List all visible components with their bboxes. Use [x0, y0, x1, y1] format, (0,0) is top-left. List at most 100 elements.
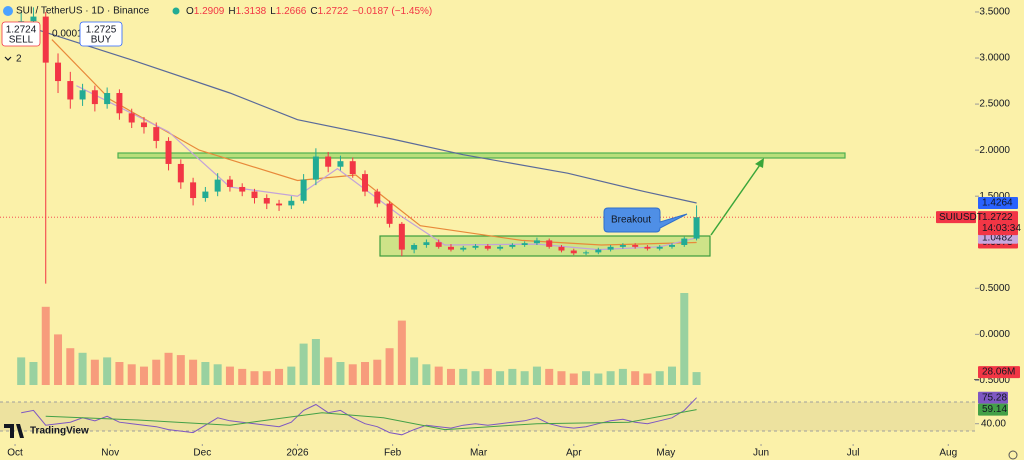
volume-bar	[618, 368, 627, 385]
volume-bar	[201, 362, 210, 385]
legend-key: C	[310, 6, 317, 17]
candle-body	[79, 90, 86, 100]
y-tick-label: 0.5000	[979, 283, 1010, 294]
candle-body	[362, 174, 369, 192]
y-tick-label: 3.5000	[979, 7, 1010, 18]
candle-body	[325, 156, 332, 167]
symbol-icon	[3, 6, 13, 16]
volume-bar	[275, 368, 284, 385]
volume-badge	[978, 366, 1020, 379]
moving-average	[76, 85, 697, 251]
volume-bar	[459, 368, 468, 385]
volume-bar	[361, 362, 370, 385]
indicator-count[interactable]: 2	[16, 54, 22, 65]
volume-bar	[287, 366, 296, 385]
candle-body	[411, 245, 418, 250]
volume-bar	[471, 371, 480, 385]
candle-body	[104, 93, 111, 105]
rsi-band	[0, 402, 975, 431]
sell-label[interactable]: SELL	[9, 35, 34, 46]
sell-box[interactable]	[1, 21, 41, 47]
x-tick-label: Dec	[193, 448, 211, 459]
legend-value: 1.2666	[276, 6, 307, 17]
candle-body	[263, 198, 270, 204]
candle-body	[447, 246, 454, 250]
volume-bar	[127, 364, 136, 385]
candle-body	[202, 191, 209, 199]
volume-badge-label: 28.06M	[982, 367, 1015, 378]
arrow-head	[755, 158, 764, 168]
candle-body	[140, 122, 147, 128]
candle-body	[656, 246, 663, 249]
resistance-zone	[117, 152, 846, 159]
volume-bar	[606, 371, 615, 385]
volume-bar	[631, 371, 640, 385]
rsi-tick-label: 40.00	[981, 418, 1006, 429]
x-tick-label: Jun	[753, 448, 769, 459]
symbol-label: SUIUSDT	[939, 212, 983, 223]
candle-body	[669, 245, 676, 247]
rsi-badge	[978, 391, 1008, 404]
volume-bar	[508, 368, 517, 385]
rsi-line	[21, 397, 697, 436]
candle-body	[288, 200, 295, 206]
candle-body	[239, 186, 246, 192]
candle-body	[570, 250, 577, 254]
legend-change: −0.0187 (−1.45%)	[352, 6, 432, 17]
buy-label[interactable]: BUY	[91, 35, 112, 46]
brand-logo	[4, 424, 24, 438]
volume-bar	[152, 359, 161, 385]
buy-box[interactable]	[79, 21, 123, 47]
volume-bar	[311, 339, 320, 385]
candle-body	[312, 156, 319, 180]
buy-button[interactable]: 1.2725 BUY	[79, 21, 123, 47]
callout-text: Breakout	[611, 215, 651, 226]
x-tick-label: Aug	[939, 448, 957, 459]
volume-bar	[176, 355, 185, 385]
buy-price[interactable]: 1.2725	[86, 25, 117, 36]
collapse-icon[interactable]	[4, 56, 12, 61]
y-tick-label: 0.0000	[979, 329, 1010, 340]
candle-body	[337, 161, 344, 167]
y-tick-label: −0.5000	[974, 375, 1011, 386]
volume-bar	[410, 357, 419, 385]
symbol-badge	[936, 211, 976, 224]
candle-body	[386, 203, 393, 224]
candle-body	[607, 246, 614, 250]
candle-body	[398, 223, 405, 250]
sell-button[interactable]: 1.2724 SELL	[1, 21, 41, 47]
candle-body	[190, 182, 197, 199]
candle-body	[644, 246, 651, 249]
x-tick-label: Jul	[847, 448, 860, 459]
volume-bar	[582, 371, 591, 385]
volume-bar	[643, 373, 652, 385]
rsi-ma-badge	[978, 403, 1008, 416]
candle-body	[55, 62, 62, 82]
settings-icon[interactable]	[1008, 450, 1018, 460]
legend-value: 1.3138	[236, 6, 267, 17]
moving-average	[39, 29, 697, 204]
x-tick-label: Nov	[101, 448, 119, 459]
volume-bar	[66, 348, 75, 385]
candle-body	[30, 16, 37, 22]
volume-bar	[668, 366, 677, 385]
candle-body	[214, 179, 221, 192]
candle-body	[435, 242, 442, 247]
candle-body	[533, 240, 540, 244]
legend-value: 1.2722	[318, 6, 349, 17]
candle-body	[558, 246, 565, 251]
y-tick-label: 1.5000	[979, 191, 1010, 202]
brand: TradingView	[30, 426, 89, 437]
volume-bar	[29, 362, 38, 385]
candle-body	[226, 179, 233, 187]
volume-bar	[680, 293, 689, 385]
candle-body	[583, 252, 590, 254]
x-tick-label: Oct	[7, 448, 23, 459]
candle-body	[67, 81, 74, 100]
volume-bar	[557, 371, 566, 385]
x-tick-label: May	[656, 448, 675, 459]
volume-bar	[520, 371, 529, 385]
volume-bar	[569, 373, 578, 385]
rsi-ma-badge-label: 59.14	[982, 404, 1007, 415]
sell-price[interactable]: 1.2724	[6, 25, 37, 36]
